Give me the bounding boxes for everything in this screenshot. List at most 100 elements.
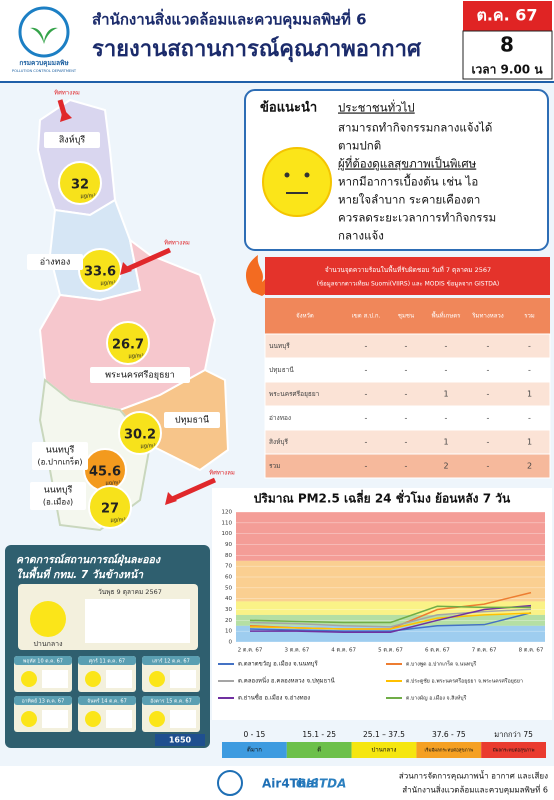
- x-tick-label: 7 ต.ค. 67: [472, 648, 497, 654]
- table-cell: สิงห์บุรี: [269, 438, 289, 446]
- forecast-day-header: [142, 696, 200, 705]
- x-tick-label: 8 ต.ค. 67: [519, 648, 544, 654]
- province-label-box: [32, 442, 88, 470]
- column-header: จังหวัด: [296, 313, 314, 320]
- table-cell: -: [365, 438, 368, 447]
- y-tick-label: 40: [225, 596, 232, 602]
- day: 8: [500, 33, 514, 57]
- column-header: รวม: [524, 313, 535, 320]
- table-row-bg: [264, 405, 551, 431]
- table-cell: -: [487, 414, 490, 423]
- legend-label: ต.บางพูด อ.ปากเกร็ด จ.นนทบุรี: [406, 660, 477, 668]
- table-cell: ปทุมธานี: [269, 366, 294, 374]
- x-tick-label: 5 ต.ค. 67: [378, 648, 403, 654]
- hotspot-source: (ข้อมูลจากดาวเทียม Suomi(VIIRS) และ MODI…: [317, 280, 500, 288]
- column-header: ริมทางหลวง: [472, 313, 504, 320]
- table-cell: -: [528, 366, 531, 375]
- table-cell: -: [445, 342, 448, 351]
- forecast-level: ปานกลาง: [33, 640, 62, 648]
- face-icon: [85, 711, 101, 727]
- forecast-day-notes: [170, 710, 196, 728]
- table-cell: -: [405, 414, 408, 423]
- logo-ring: [18, 6, 70, 58]
- forecast-day: อาทิตย์ 13 ต.ค. 67: [22, 698, 65, 705]
- series-line: [249, 605, 531, 624]
- table-cell: -: [405, 366, 408, 375]
- pm-value: 32: [71, 178, 89, 193]
- advice-box: [244, 89, 549, 251]
- table-cell: รวม: [269, 462, 280, 470]
- pm-unit: μg/m³: [129, 354, 144, 360]
- pm-value: 27: [101, 502, 119, 517]
- band-label: ดีมาก: [247, 746, 262, 754]
- forecast-day-notes: [106, 710, 132, 728]
- band-swatch: [286, 742, 352, 758]
- aqi-band: [236, 512, 545, 561]
- logo-name: กรมควบคุมมลพิษ: [19, 59, 69, 67]
- footer-background: [0, 766, 554, 800]
- y-tick-label: 90: [225, 542, 232, 548]
- table-cell: 2: [443, 462, 448, 471]
- face-icon: [30, 601, 66, 637]
- series-line: [249, 612, 532, 632]
- province-label-box: [44, 132, 100, 148]
- date-box: [462, 30, 553, 80]
- hotline: 1650: [169, 736, 192, 745]
- advice-text: ควรลดระยะเวลาการทำกิจกรรม: [338, 211, 496, 225]
- face-icon: [149, 711, 165, 727]
- table-cell: -: [365, 390, 368, 399]
- table-cell: -: [528, 342, 531, 351]
- band-label: มีผลกระทบต่อสุขภาพ: [493, 748, 535, 754]
- org-line: สำนักงานสิ่งแวดล้อมและควบคุมมลพิษที่ 6: [92, 9, 367, 30]
- forecast-day-header: [14, 656, 72, 665]
- aqi-face: [106, 321, 150, 365]
- forecast-day-notes: [42, 710, 68, 728]
- wind-arrowhead: [165, 492, 177, 505]
- y-tick-label: 50: [225, 585, 232, 591]
- y-tick-label: 60: [225, 575, 232, 581]
- table-header-bg: [265, 298, 550, 334]
- legend-label: ต.คลองหนึ่ง อ.คลองหลวง จ.ปทุมธานี: [238, 677, 335, 685]
- y-tick-label: 20: [225, 618, 232, 624]
- line-chart: 0 10 20 30 40 50 60 70 80 90 100 110 120 2 ต.ค. 67 3 ต…: [218, 510, 545, 702]
- chart-title: ปริมาณ PM2.5 เฉลี่ย 24 ชั่วโมง ย้อนหลัง …: [254, 490, 511, 506]
- report-title: รายงานสถานการณ์คุณภาพอากาศ: [92, 36, 422, 63]
- series-line: [250, 604, 532, 633]
- footer-logo: [217, 770, 243, 796]
- wind-arrowhead: [120, 262, 132, 275]
- forecast-day: จันทร์ 14 ต.ค. 67: [87, 698, 127, 705]
- province-label: นนทบุรี: [44, 485, 73, 496]
- pm-value: 26.7: [112, 338, 144, 353]
- advice-title: ข้อแนะนำ: [260, 100, 317, 116]
- face-eye: [304, 172, 310, 178]
- forecast-title: ในพื้นที่ กทม. 7 วันข้างหน้า: [16, 566, 144, 581]
- wind-arrow: [168, 477, 217, 503]
- forecast-day-header: [78, 696, 136, 705]
- table-cell: -: [487, 438, 490, 447]
- logo-leaf: [30, 27, 58, 44]
- pm-value: 45.6: [89, 465, 121, 480]
- forecast-day-header: [14, 696, 72, 705]
- month-box: [463, 1, 552, 31]
- aqi-band: [236, 601, 545, 615]
- forecast-date: วันพุธ 9 ตุลาคม 2567: [98, 588, 162, 596]
- forecast-day: เสาร์ 12 ต.ค. 67: [152, 658, 190, 665]
- wind-label: ทิศทางลม: [54, 90, 80, 97]
- pm-value: 30.2: [124, 428, 156, 443]
- y-tick-label: 10: [225, 629, 232, 635]
- table-cell: -: [405, 390, 408, 399]
- forecast-day: อังคาร 15 ต.ค. 67: [150, 699, 192, 705]
- y-tick-label: 0: [229, 640, 233, 646]
- table-cell: 1: [443, 390, 448, 399]
- province-label-box: [30, 482, 86, 510]
- table-cell: -: [487, 342, 490, 351]
- forecast-day: พฤหัส 10 ต.ค. 67: [23, 659, 63, 665]
- wind-label: ทิศทางลม: [164, 240, 190, 247]
- header-background: [0, 0, 554, 82]
- series-line: [249, 612, 532, 630]
- forecast-day-notes: [42, 670, 68, 688]
- pm-unit: μg/m³: [141, 444, 156, 450]
- band-range: มากกว่า 75: [494, 730, 533, 739]
- table-row-bg: [264, 333, 551, 359]
